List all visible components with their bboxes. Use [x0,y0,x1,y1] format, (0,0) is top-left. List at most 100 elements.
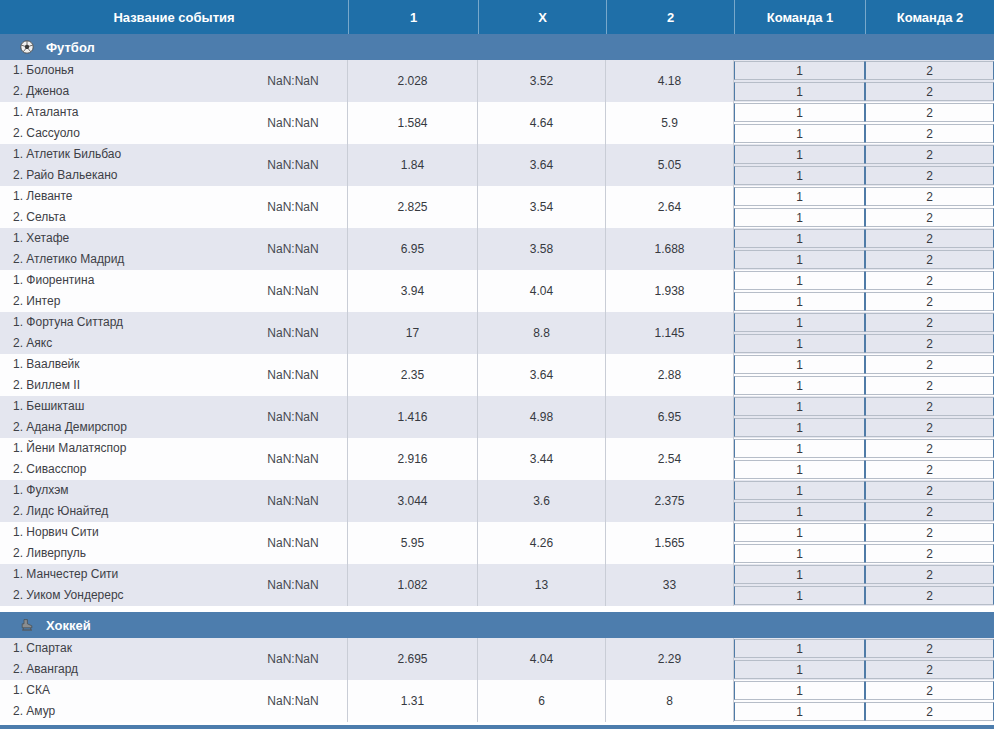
odds-1-button[interactable]: 6.95 [348,228,478,270]
odds-2-button[interactable]: 4.18 [606,60,734,102]
odds-2-button[interactable]: 1.145 [606,312,734,354]
event-name-cell[interactable]: 1. СКА 2. Амур NaN:NaN [0,680,348,722]
team1-bet-button-bottom[interactable]: 1 [734,660,865,679]
odds-2-button[interactable]: 2.64 [606,186,734,228]
odds-1-button[interactable]: 1.584 [348,102,478,144]
event-name-cell[interactable]: 1. Фортуна Ситтард 2. Аякс NaN:NaN [0,312,348,354]
team2-bet-button-top[interactable]: 2 [865,565,994,584]
odds-1-button[interactable]: 1.31 [348,680,478,722]
team2-bet-button-bottom[interactable]: 2 [865,702,994,721]
team1-bet-button-top[interactable]: 1 [734,523,865,542]
team2-bet-button-top[interactable]: 2 [865,187,994,206]
odds-2-button[interactable]: 1.565 [606,522,734,564]
odds-x-button[interactable]: 4.26 [478,522,606,564]
team2-bet-button-bottom[interactable]: 2 [865,376,994,395]
event-name-cell[interactable]: 1. Ваалвейк 2. Виллем II NaN:NaN [0,354,348,396]
odds-1-button[interactable]: 17 [348,312,478,354]
team1-bet-button-bottom[interactable]: 1 [734,82,865,101]
team1-bet-button-top[interactable]: 1 [734,145,865,164]
team2-bet-button-top[interactable]: 2 [865,439,994,458]
team1-bet-button-bottom[interactable]: 1 [734,586,865,605]
team1-bet-button-bottom[interactable]: 1 [734,460,865,479]
team2-bet-button-bottom[interactable]: 2 [865,502,994,521]
event-name-cell[interactable]: 1. Аталанта 2. Сассуоло NaN:NaN [0,102,348,144]
team2-bet-button-bottom[interactable]: 2 [865,460,994,479]
odds-2-button[interactable]: 1.938 [606,270,734,312]
team1-bet-button-top[interactable]: 1 [734,61,865,80]
team2-bet-button-top[interactable]: 2 [865,639,994,658]
odds-1-button[interactable]: 3.044 [348,480,478,522]
section-header-футбол[interactable]: Футбол [0,34,994,60]
team1-bet-button-bottom[interactable]: 1 [734,334,865,353]
team2-bet-button-bottom[interactable]: 2 [865,418,994,437]
odds-x-button[interactable]: 3.64 [478,144,606,186]
team1-bet-button-top[interactable]: 1 [734,271,865,290]
team1-bet-button-top[interactable]: 1 [734,639,865,658]
team1-bet-button-bottom[interactable]: 1 [734,166,865,185]
team2-bet-button-top[interactable]: 2 [865,481,994,500]
odds-x-button[interactable]: 4.04 [478,638,606,680]
team1-bet-button-top[interactable]: 1 [734,481,865,500]
section-header-cutoff[interactable] [0,725,994,729]
odds-2-button[interactable]: 2.88 [606,354,734,396]
event-name-cell[interactable]: 1. Бешикташ 2. Адана Демирспор NaN:NaN [0,396,348,438]
event-name-cell[interactable]: 1. Хетафе 2. Атлетико Мадрид NaN:NaN [0,228,348,270]
team2-bet-button-bottom[interactable]: 2 [865,292,994,311]
team1-bet-button-bottom[interactable]: 1 [734,702,865,721]
event-name-cell[interactable]: 1. Норвич Сити 2. Ливерпуль NaN:NaN [0,522,348,564]
odds-2-button[interactable]: 6.95 [606,396,734,438]
odds-x-button[interactable]: 3.6 [478,480,606,522]
team2-bet-button-top[interactable]: 2 [865,523,994,542]
team2-bet-button-bottom[interactable]: 2 [865,82,994,101]
team1-bet-button-top[interactable]: 1 [734,103,865,122]
odds-1-button[interactable]: 2.695 [348,638,478,680]
team1-bet-button-bottom[interactable]: 1 [734,544,865,563]
team2-bet-button-bottom[interactable]: 2 [865,124,994,143]
odds-x-button[interactable]: 8.8 [478,312,606,354]
odds-2-button[interactable]: 5.05 [606,144,734,186]
team2-bet-button-top[interactable]: 2 [865,397,994,416]
event-name-cell[interactable]: 1. Леванте 2. Сельта NaN:NaN [0,186,348,228]
event-name-cell[interactable]: 1. Йени Малатяспор 2. Сивасспор NaN:NaN [0,438,348,480]
odds-1-button[interactable]: 5.95 [348,522,478,564]
odds-x-button[interactable]: 4.04 [478,270,606,312]
odds-1-button[interactable]: 1.416 [348,396,478,438]
odds-2-button[interactable]: 2.29 [606,638,734,680]
team1-bet-button-bottom[interactable]: 1 [734,208,865,227]
team2-bet-button-top[interactable]: 2 [865,681,994,700]
team1-bet-button-top[interactable]: 1 [734,439,865,458]
team2-bet-button-top[interactable]: 2 [865,145,994,164]
team1-bet-button-bottom[interactable]: 1 [734,124,865,143]
odds-2-button[interactable]: 8 [606,680,734,722]
odds-x-button[interactable]: 3.52 [478,60,606,102]
team1-bet-button-top[interactable]: 1 [734,313,865,332]
team2-bet-button-bottom[interactable]: 2 [865,334,994,353]
team1-bet-button-top[interactable]: 1 [734,397,865,416]
team2-bet-button-bottom[interactable]: 2 [865,250,994,269]
team2-bet-button-top[interactable]: 2 [865,313,994,332]
team2-bet-button-top[interactable]: 2 [865,61,994,80]
odds-1-button[interactable]: 2.35 [348,354,478,396]
team1-bet-button-bottom[interactable]: 1 [734,376,865,395]
section-header-хоккей[interactable]: Хоккей [0,612,994,638]
odds-1-button[interactable]: 1.84 [348,144,478,186]
team1-bet-button-top[interactable]: 1 [734,565,865,584]
odds-2-button[interactable]: 5.9 [606,102,734,144]
odds-x-button[interactable]: 4.64 [478,102,606,144]
odds-x-button[interactable]: 13 [478,564,606,606]
event-name-cell[interactable]: 1. Атлетик Бильбао 2. Райо Вальекано NaN… [0,144,348,186]
odds-x-button[interactable]: 3.64 [478,354,606,396]
team1-bet-button-top[interactable]: 1 [734,681,865,700]
team2-bet-button-bottom[interactable]: 2 [865,166,994,185]
odds-1-button[interactable]: 3.94 [348,270,478,312]
event-name-cell[interactable]: 1. Фулхэм 2. Лидс Юнайтед NaN:NaN [0,480,348,522]
event-name-cell[interactable]: 1. Фиорентина 2. Интер NaN:NaN [0,270,348,312]
team1-bet-button-top[interactable]: 1 [734,187,865,206]
team2-bet-button-top[interactable]: 2 [865,355,994,374]
team2-bet-button-bottom[interactable]: 2 [865,544,994,563]
event-name-cell[interactable]: 1. Манчестер Сити 2. Уиком Уондерерс NaN… [0,564,348,606]
event-name-cell[interactable]: 1. Болонья 2. Дженоа NaN:NaN [0,60,348,102]
team2-bet-button-bottom[interactable]: 2 [865,208,994,227]
team1-bet-button-bottom[interactable]: 1 [734,502,865,521]
team2-bet-button-bottom[interactable]: 2 [865,586,994,605]
